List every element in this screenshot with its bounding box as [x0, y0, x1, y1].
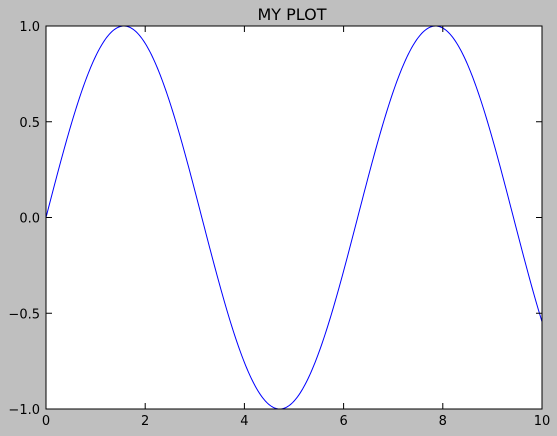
- chart-title: MY PLOT: [257, 5, 326, 24]
- y-tick-label-3: 0.5: [19, 116, 40, 131]
- plot-layer: [45, 25, 543, 410]
- y-tick-label-0: −1.0: [8, 403, 40, 418]
- x-tick-label-1: 2: [141, 414, 149, 429]
- y-tick-label-2: 0.0: [19, 212, 40, 227]
- x-tick-label-5: 10: [534, 414, 551, 429]
- tick-layer: 0 2 4 6 8 10 −1.0 −0.5 0.0 0.5 1.0: [8, 20, 550, 429]
- y-tick-label-1: −0.5: [8, 307, 40, 322]
- x-tick-label-2: 4: [240, 414, 248, 429]
- axes-frame: [45, 25, 543, 410]
- x-tick-label-4: 8: [439, 414, 447, 429]
- x-tick-label-0: 0: [42, 414, 50, 429]
- x-tick-label-3: 6: [339, 414, 347, 429]
- series-line-0: [45, 25, 543, 410]
- axes-area: [46, 26, 542, 409]
- y-tick-label-4: 1.0: [19, 20, 40, 35]
